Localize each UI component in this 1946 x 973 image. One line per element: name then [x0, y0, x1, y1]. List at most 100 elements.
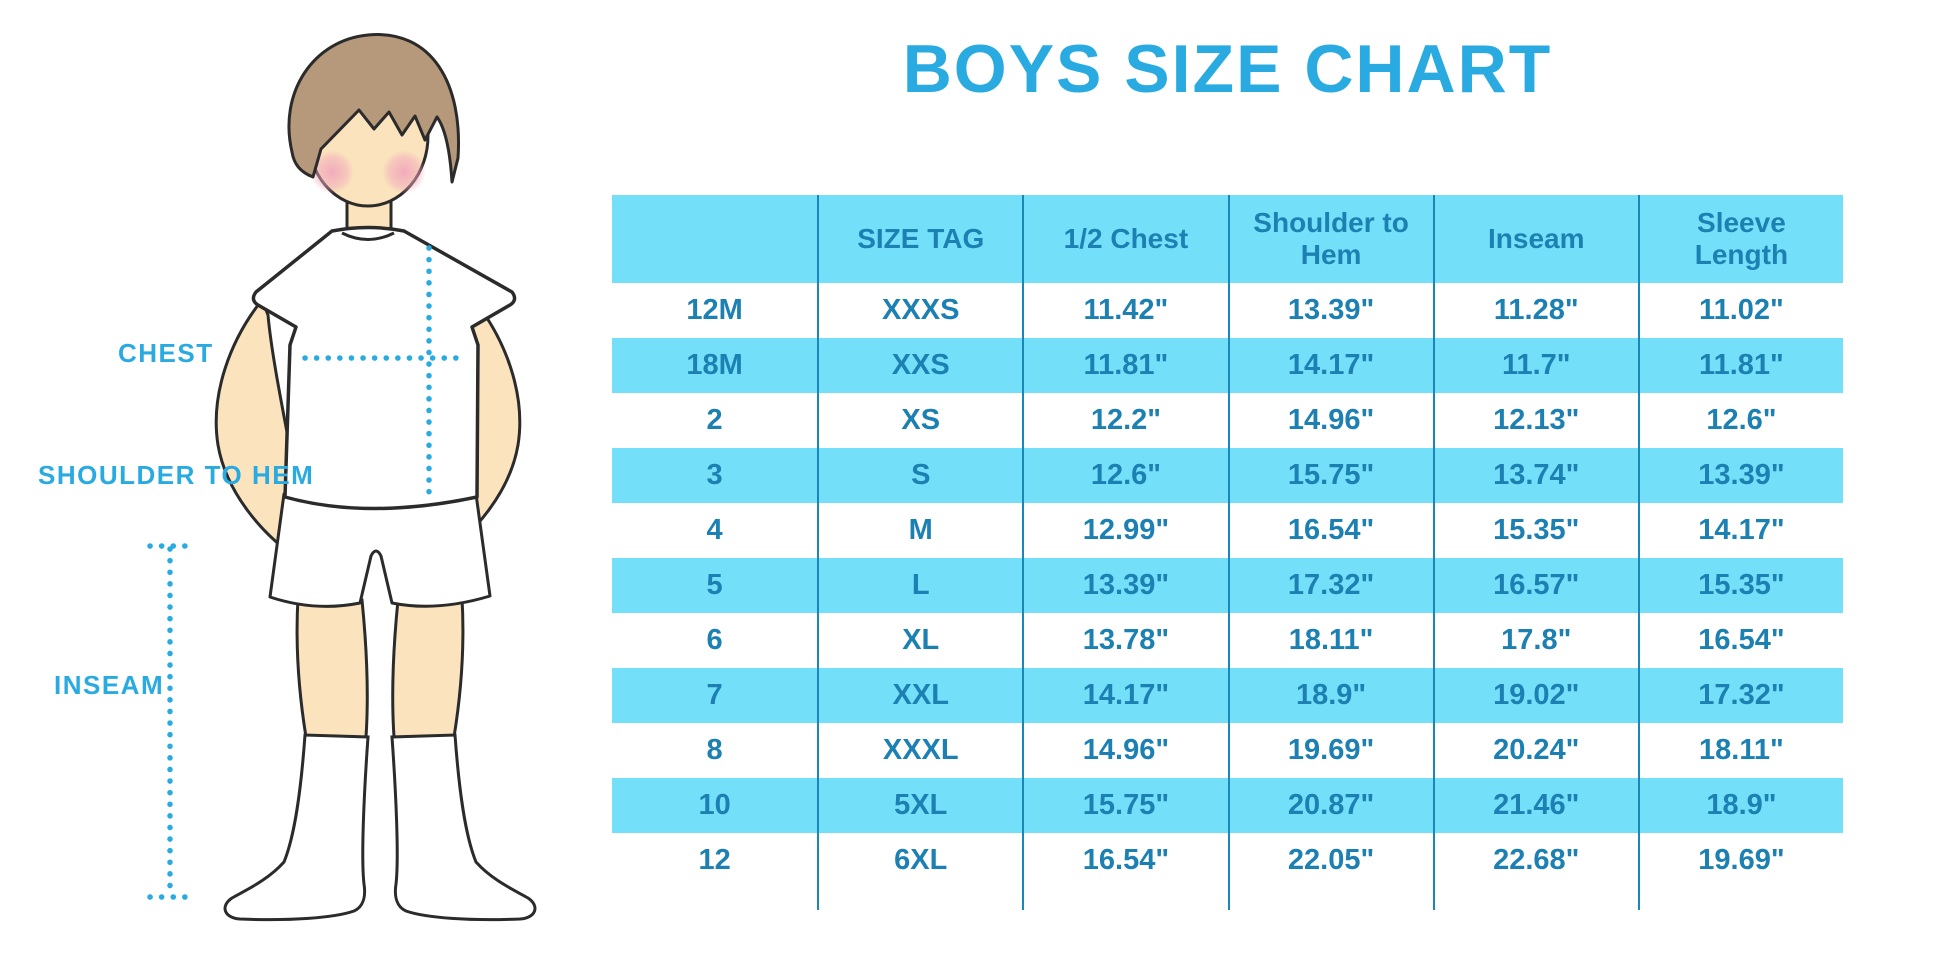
- cell-shoulder-to-hem: 20.87": [1227, 778, 1433, 833]
- boy-left-sock: [223, 733, 370, 922]
- table-row: 2 XS 12.2" 14.96" 12.13" 12.6": [612, 393, 1843, 448]
- cell-shoulder-to-hem: 19.69": [1227, 723, 1433, 778]
- cell-size-tag: XXXL: [817, 723, 1022, 778]
- cell-half-chest: 13.78": [1022, 613, 1227, 668]
- cell-shoulder-to-hem: 22.05": [1227, 833, 1433, 888]
- table-row: 12 6XL 16.54" 22.05" 22.68" 19.69": [612, 833, 1843, 888]
- cell-inseam: 17.8": [1432, 613, 1638, 668]
- divider-segment: [1432, 888, 1638, 910]
- table-row: 8 XXXL 14.96" 19.69" 20.24" 18.11": [612, 723, 1843, 778]
- column-header-sleeve-length: Sleeve Length: [1637, 195, 1843, 283]
- cell-sleeve-length: 14.17": [1637, 503, 1843, 558]
- boy-cheek-left: [310, 150, 354, 194]
- cell-sleeve-length: 18.9": [1637, 778, 1843, 833]
- cell-inseam: 15.35": [1432, 503, 1638, 558]
- cell-shoulder-to-hem: 14.17": [1227, 338, 1433, 393]
- cell-shoulder-to-hem: 14.96": [1227, 393, 1433, 448]
- cell-half-chest: 12.99": [1022, 503, 1227, 558]
- boy-left-leg: [295, 596, 369, 739]
- cell-half-chest: 13.39": [1022, 558, 1227, 613]
- table-row: 18M XXS 11.81" 14.17" 11.7" 11.81": [612, 338, 1843, 393]
- cell-size: 8: [706, 734, 723, 766]
- cell-size: 3: [706, 459, 723, 491]
- cell-shoulder-to-hem: 13.39": [1227, 283, 1433, 338]
- cell-shoulder-to-hem: 17.32": [1227, 558, 1433, 613]
- boy-cheek-right: [382, 150, 426, 194]
- size-table: SIZE TAG 1/2 Chest Shoulder to Hem Insea…: [612, 195, 1843, 910]
- cell-inseam: 20.24": [1432, 723, 1638, 778]
- cell-half-chest: 15.75": [1022, 778, 1227, 833]
- cell-half-chest: 11.81": [1022, 338, 1227, 393]
- divider-segment: [1022, 888, 1227, 910]
- divider-segment: [1637, 888, 1843, 910]
- column-divider-extension: [612, 888, 1843, 910]
- cell-sleeve-length: 15.35": [1637, 558, 1843, 613]
- cell-sleeve-length: 18.11": [1637, 723, 1843, 778]
- cell-inseam: 21.46": [1432, 778, 1638, 833]
- cell-size-tag: XXS: [817, 338, 1022, 393]
- cell-inseam: 11.7": [1432, 338, 1638, 393]
- inseam-label: INSEAM: [54, 670, 165, 700]
- boy-right-sock: [390, 733, 537, 922]
- cell-sleeve-length: 17.32": [1637, 668, 1843, 723]
- cell-size: 6: [706, 624, 723, 656]
- cell-size: 10: [698, 789, 731, 821]
- cell-size-tag: XXXS: [817, 283, 1022, 338]
- table-row: 3 S 12.6" 15.75" 13.74" 13.39": [612, 448, 1843, 503]
- boy-illustration: [147, 33, 537, 922]
- cell-sleeve-length: 11.02": [1637, 283, 1843, 338]
- cell-inseam: 16.57": [1432, 558, 1638, 613]
- boy-shorts: [268, 492, 492, 608]
- cell-inseam: 11.28": [1432, 283, 1638, 338]
- cell-inseam: 19.02": [1432, 668, 1638, 723]
- cell-inseam: 13.74": [1432, 448, 1638, 503]
- cell-sleeve-length: 19.69": [1637, 833, 1843, 888]
- size-table-header-row: SIZE TAG 1/2 Chest Shoulder to Hem Insea…: [612, 195, 1843, 283]
- cell-size-tag: M: [817, 503, 1022, 558]
- cell-size-tag: 5XL: [817, 778, 1022, 833]
- cell-half-chest: 14.96": [1022, 723, 1227, 778]
- table-row: 6 XL 13.78" 18.11" 17.8" 16.54": [612, 613, 1843, 668]
- table-row: 12M XXXS 11.42" 13.39" 11.28" 11.02": [612, 283, 1843, 338]
- cell-half-chest: 16.54": [1022, 833, 1227, 888]
- column-header-size-tag: SIZE TAG: [817, 195, 1022, 283]
- table-row: 10 5XL 15.75" 20.87" 21.46" 18.9": [612, 778, 1843, 833]
- boy-tshirt: [251, 225, 517, 511]
- cell-inseam: 12.13": [1432, 393, 1638, 448]
- cell-half-chest: 11.42": [1022, 283, 1227, 338]
- cell-shoulder-to-hem: 18.9": [1227, 668, 1433, 723]
- cell-size-tag: XL: [817, 613, 1022, 668]
- cell-shoulder-to-hem: 15.75": [1227, 448, 1433, 503]
- boy-right-leg: [391, 596, 465, 739]
- cell-shoulder-to-hem: 18.11": [1227, 613, 1433, 668]
- cell-size: 7: [706, 679, 723, 711]
- table-row: 5 L 13.39" 17.32" 16.57" 15.35": [612, 558, 1843, 613]
- cell-size: 12: [698, 844, 731, 876]
- cell-inseam: 22.68": [1432, 833, 1638, 888]
- cell-sleeve-length: 16.54": [1637, 613, 1843, 668]
- chest-label: CHEST: [118, 338, 214, 368]
- boy-hair: [287, 33, 461, 184]
- cell-shoulder-to-hem: 16.54": [1227, 503, 1433, 558]
- shoulder-to-hem-label: SHOULDER TO HEM: [38, 460, 315, 490]
- divider-segment: [817, 888, 1022, 910]
- page-title: BOYS SIZE CHART: [902, 31, 1553, 107]
- divider-segment: [1227, 888, 1433, 910]
- cell-size-tag: 6XL: [817, 833, 1022, 888]
- column-header-shoulder-to-hem: Shoulder to Hem: [1227, 195, 1433, 283]
- cell-size-tag: XXL: [817, 668, 1022, 723]
- table-row: 7 XXL 14.17" 18.9" 19.02" 17.32": [612, 668, 1843, 723]
- cell-size-tag: L: [817, 558, 1022, 613]
- column-header-inseam: Inseam: [1432, 195, 1638, 283]
- cell-size-tag: S: [817, 448, 1022, 503]
- cell-sleeve-length: 13.39": [1637, 448, 1843, 503]
- cell-sleeve-length: 11.81": [1637, 338, 1843, 393]
- column-header-half-chest: 1/2 Chest: [1022, 195, 1227, 283]
- column-header-blank: [612, 195, 817, 283]
- cell-half-chest: 12.6": [1022, 448, 1227, 503]
- boy-collar: [341, 231, 395, 241]
- cell-size: 12M: [686, 294, 743, 326]
- cell-size: 18M: [686, 349, 743, 381]
- cell-half-chest: 12.2": [1022, 393, 1227, 448]
- cell-size-tag: XS: [817, 393, 1022, 448]
